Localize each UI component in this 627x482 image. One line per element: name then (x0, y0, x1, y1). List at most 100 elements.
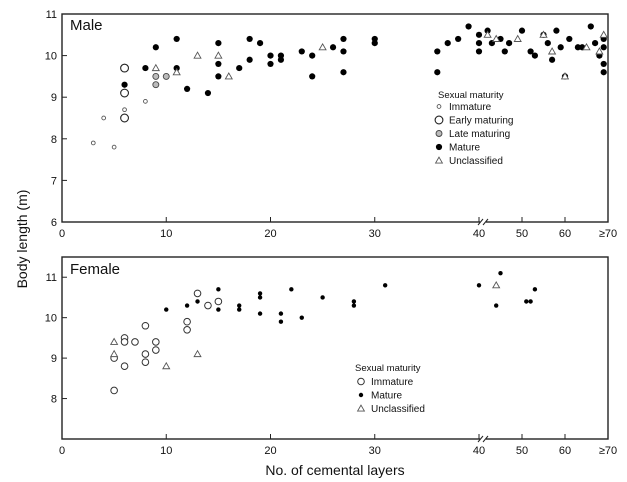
female-panel: Female 8 9 10 11 0 10 20 30 40 50 60 ≥70 Sexual ma… (45, 256, 617, 457)
male-y-tick-label: 9 (51, 92, 57, 104)
male-point-unclassified (513, 34, 522, 42)
male-legend-marker-immature (436, 104, 442, 109)
female-x-tick-label: 60 (559, 445, 571, 457)
male-y-tick-label: 6 (51, 217, 57, 229)
female-point-immature (152, 346, 160, 354)
female-y-tick-label: 9 (51, 353, 57, 365)
male-point-late-maturing (152, 81, 160, 89)
male-point-mature (553, 27, 560, 34)
male-point-mature (329, 44, 337, 51)
male-point-mature (475, 40, 483, 47)
male-point-mature (246, 56, 253, 63)
male-y-tick-label: 8 (51, 134, 57, 146)
female-point-mature (216, 307, 221, 312)
female-y-tick-label: 8 (51, 394, 57, 406)
male-points (90, 23, 608, 150)
female-y-tick-label: 11 (46, 272, 57, 284)
female-point-immature (141, 350, 150, 358)
female-point-mature (257, 295, 263, 300)
male-x-axis: 0 10 20 30 40 50 60 ≥70 (59, 217, 617, 240)
male-point-unclassified (224, 72, 233, 80)
male-x-tick-label: 40 (473, 228, 485, 240)
female-point-immature (183, 326, 191, 334)
male-point-mature (475, 31, 483, 38)
female-point-mature (351, 303, 357, 308)
female-legend: Sexual maturity Immature Mature Unclassifi… (355, 363, 425, 415)
female-points (109, 270, 538, 395)
female-point-unclassified (109, 337, 119, 345)
male-point-mature (506, 40, 513, 47)
male-point-unclassified (214, 51, 223, 59)
male-y-tick-label: 11 (46, 9, 57, 21)
male-point-mature (527, 48, 534, 55)
male-point-unclassified (483, 30, 492, 38)
male-point-mature (455, 35, 462, 43)
male-x-tick-label: 10 (160, 228, 172, 240)
female-point-mature (320, 295, 325, 300)
female-point-mature (164, 307, 169, 312)
female-point-unclassified (492, 281, 501, 289)
male-point-mature (557, 44, 564, 51)
male-point-mature (444, 40, 451, 47)
male-legend-title: Sexual maturity (438, 90, 504, 101)
male-point-mature (152, 44, 159, 51)
female-point-immature (141, 321, 150, 330)
male-legend-marker-early-maturing (434, 115, 444, 125)
male-legend-label-immature: Immature (449, 102, 492, 113)
female-x-tick-label: 40 (473, 445, 485, 457)
female-x-tick-label: ≥70 (599, 445, 617, 457)
male-point-unclassified (599, 30, 608, 38)
male-x-tick-label: 0 (59, 228, 65, 240)
male-legend-label-unclassified: Unclassified (449, 156, 503, 167)
female-panel-title: Female (70, 261, 120, 278)
male-point-early-maturing (120, 113, 130, 123)
female-point-mature (476, 283, 482, 288)
female-x-tick-label: 20 (264, 445, 276, 457)
female-x-tick-label: 30 (369, 445, 381, 457)
male-point-unclassified (318, 42, 327, 51)
male-point-immature (90, 140, 96, 146)
female-point-mature (278, 311, 284, 316)
male-point-immature (143, 99, 148, 104)
female-legend-label-unclassified: Unclassified (371, 404, 425, 415)
female-point-mature (498, 270, 503, 276)
male-point-mature (600, 69, 607, 76)
female-point-mature (382, 283, 388, 288)
female-legend-label-immature: Immature (371, 377, 414, 388)
male-point-immature (122, 107, 127, 113)
male-point-mature (121, 81, 128, 88)
female-point-immature (131, 338, 139, 346)
male-point-mature (587, 23, 594, 30)
male-point-mature (340, 48, 347, 55)
male-y-axis: 6 7 8 9 10 11 (45, 9, 67, 229)
male-point-mature (600, 60, 607, 68)
female-point-mature (257, 311, 263, 316)
female-plot-frame (61, 256, 609, 440)
female-point-mature (184, 303, 190, 308)
male-point-mature (309, 73, 316, 80)
female-legend-marker-unclassified (356, 404, 366, 412)
male-point-unclassified (560, 72, 570, 80)
male-point-mature (340, 69, 347, 76)
male-x-tick-label: 30 (369, 228, 381, 240)
male-point-mature (256, 40, 264, 47)
female-point-mature (237, 303, 242, 308)
male-point-mature (142, 64, 149, 72)
male-point-unclassified (172, 67, 181, 76)
female-point-immature (152, 338, 160, 346)
male-point-mature (215, 73, 222, 80)
male-point-mature (204, 89, 212, 97)
female-point-mature (351, 299, 357, 304)
male-y-tick-label: 10 (45, 51, 57, 63)
female-point-mature (524, 299, 529, 304)
male-point-mature (566, 35, 573, 43)
male-point-mature (267, 60, 274, 68)
male-point-mature (592, 40, 599, 47)
female-legend-label-mature: Mature (371, 391, 403, 402)
female-x-tick-label: 50 (516, 445, 528, 457)
male-point-mature (215, 60, 222, 68)
male-axis-break (477, 218, 489, 226)
male-point-mature (277, 52, 285, 59)
male-point-unclassified (539, 30, 548, 38)
